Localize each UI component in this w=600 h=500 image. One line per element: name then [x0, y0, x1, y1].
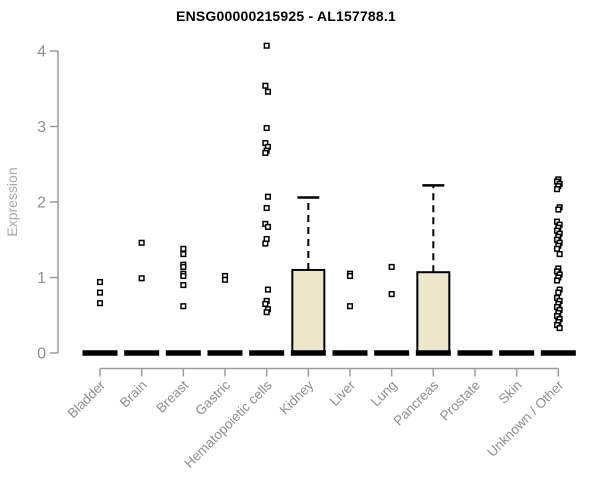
x-tick-label: Bladder [65, 377, 109, 421]
x-tick-label: Prostate [437, 378, 483, 424]
x-tick-label: Brain [117, 378, 150, 411]
data-point [263, 309, 270, 316]
median-bar [499, 350, 535, 356]
median-bar [332, 350, 368, 356]
data-point [263, 204, 270, 212]
data-point [556, 251, 563, 258]
data-point [262, 240, 269, 247]
data-point [555, 206, 562, 213]
median-bar [207, 350, 243, 356]
y-tick-label: 4 [37, 44, 46, 61]
data-point [180, 245, 187, 252]
y-tick-label: 1 [37, 270, 46, 287]
data-point [262, 149, 269, 156]
median-bar [374, 350, 410, 356]
data-point [180, 272, 187, 280]
data-point [346, 303, 354, 310]
data-point [138, 239, 145, 246]
data-point [388, 263, 395, 270]
data-point [96, 300, 104, 307]
box [291, 268, 326, 355]
x-tick-label: Liver [327, 377, 359, 409]
x-tick-label: Skin [496, 378, 525, 407]
x-tick-label: Pancreas [391, 377, 442, 428]
data-point [96, 278, 104, 286]
data-point [555, 289, 562, 296]
data-point [264, 193, 272, 200]
median-bar [82, 350, 118, 356]
median-bar [124, 350, 160, 356]
data-point [263, 124, 270, 132]
y-tick-label: 0 [37, 346, 46, 363]
x-tick-label: Unknown / Other [484, 377, 567, 460]
data-point [180, 303, 187, 310]
data-point [262, 300, 269, 307]
median-bar [540, 350, 576, 356]
chart-title: ENSG00000215925 - AL157788.1 [176, 8, 396, 24]
data-point [180, 251, 187, 258]
data-point [346, 272, 354, 280]
data-point [221, 276, 229, 283]
median-bar [290, 350, 326, 356]
data-point [138, 275, 145, 282]
data-point [263, 42, 270, 49]
data-point [388, 291, 395, 298]
median-bar [165, 350, 201, 356]
x-tick-label: Lung [368, 378, 400, 410]
data-point [180, 263, 187, 270]
x-tick-label: Kidney [277, 377, 317, 417]
data-point [96, 289, 104, 296]
x-tick-label: Breast [153, 377, 191, 415]
data-point [553, 277, 561, 284]
box [416, 271, 451, 354]
data-point [264, 223, 272, 230]
x-tick-label: Gastric [192, 377, 233, 418]
data-point [262, 82, 269, 89]
data-point [553, 245, 561, 252]
median-bar [457, 350, 493, 356]
data-point [264, 286, 272, 293]
median-bar [415, 350, 451, 356]
data-point [180, 282, 187, 289]
median-bar [249, 350, 285, 356]
data-point [553, 186, 561, 193]
data-point [556, 325, 563, 332]
y-tick-label: 3 [37, 119, 46, 136]
data-point [264, 88, 272, 95]
y-tick-label: 2 [37, 195, 46, 212]
